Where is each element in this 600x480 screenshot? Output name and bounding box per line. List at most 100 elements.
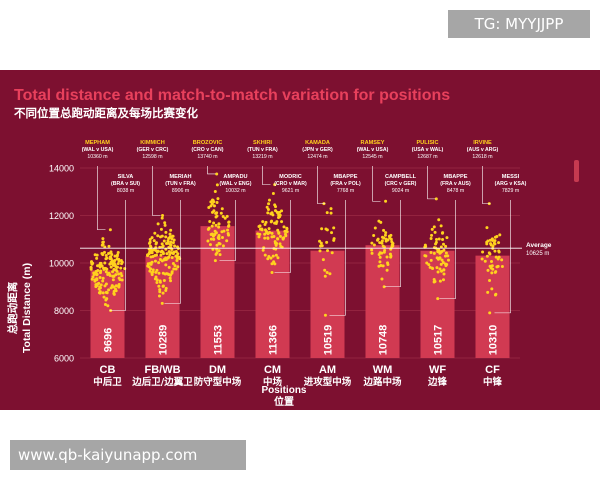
- match-dot: [377, 264, 381, 268]
- match-dot: [218, 242, 222, 246]
- x-tick-label: DM: [209, 364, 226, 376]
- annotation-leader: [109, 200, 126, 311]
- annotation-match: (GER v CRC): [137, 147, 169, 153]
- annotation-player: SKHIRI: [253, 140, 272, 146]
- match-dot: [221, 244, 225, 248]
- annotation-match: (TUN v FRA): [247, 147, 278, 153]
- match-dot: [280, 209, 284, 213]
- annotation-player: MBAPPE: [334, 174, 358, 180]
- match-dot: [273, 183, 277, 187]
- match-dot: [101, 279, 105, 283]
- match-dot: [160, 301, 164, 305]
- match-dot: [101, 276, 105, 280]
- match-dot: [169, 279, 173, 283]
- match-dot: [372, 234, 376, 238]
- annotation-distance: 9024 m: [392, 188, 409, 194]
- match-dot: [107, 271, 111, 275]
- average-value: 10625 m: [526, 251, 549, 257]
- match-dot: [387, 234, 391, 238]
- match-dot: [217, 249, 221, 253]
- match-dot: [278, 242, 282, 246]
- match-dot: [115, 254, 119, 258]
- bar-value-label: 10289: [158, 325, 170, 356]
- match-dot: [209, 237, 213, 241]
- match-dot: [432, 251, 436, 255]
- match-dot: [370, 251, 374, 255]
- x-axis-label-cn: 位置: [274, 395, 294, 408]
- match-dot: [269, 220, 273, 224]
- x-tick-label: WF: [429, 364, 446, 376]
- watermark-bottom: www.qb-kaiyunapp.com: [10, 440, 246, 470]
- x-tick-label-cn: 防守型中场: [194, 376, 242, 388]
- annotation-match: (FRA v POL): [330, 181, 361, 187]
- annotation-distance: 10032 m: [225, 188, 245, 194]
- match-dot: [321, 258, 325, 262]
- y-axis-label: Total Distance (m): [21, 263, 33, 353]
- match-dot: [438, 267, 442, 271]
- match-dot: [432, 246, 436, 250]
- match-dot: [111, 270, 115, 274]
- match-dot: [175, 254, 179, 258]
- match-dot: [325, 211, 329, 215]
- match-dot: [481, 250, 485, 254]
- chart-title: Total distance and match-to-match variat…: [14, 87, 450, 104]
- match-dot: [119, 266, 123, 270]
- match-dot: [159, 227, 163, 231]
- match-dot: [92, 271, 96, 275]
- chart: Total distance and match-to-match variat…: [0, 70, 600, 410]
- match-dot: [148, 269, 152, 273]
- annotation-match: (BRA v SUI): [111, 181, 140, 187]
- y-tick-label: 6000: [54, 354, 74, 364]
- annotation-distance: 12545 m: [362, 154, 382, 160]
- match-dot: [497, 249, 501, 253]
- match-dot: [98, 275, 102, 279]
- bar-value-label: 10517: [433, 325, 445, 356]
- match-dot: [438, 279, 442, 283]
- match-dot: [157, 271, 161, 275]
- match-dot: [212, 204, 216, 208]
- bar-value-label: 11553: [213, 325, 225, 355]
- match-dot: [163, 223, 167, 227]
- annotation-match: (JPN v GER): [302, 147, 333, 153]
- match-dot: [281, 237, 285, 241]
- match-dot: [175, 259, 179, 263]
- match-dot: [158, 257, 162, 261]
- match-dot: [488, 278, 492, 282]
- match-dot: [285, 227, 289, 231]
- match-dot: [489, 243, 493, 247]
- annotation-distance: 13740 m: [197, 154, 217, 160]
- match-dot: [491, 239, 495, 243]
- annotation-player: MERIAH: [169, 174, 191, 180]
- match-dot: [263, 253, 267, 257]
- match-dot: [323, 274, 327, 278]
- match-dot: [91, 275, 95, 279]
- annotation-player: RAMSEY: [361, 140, 385, 146]
- average-label: Average: [526, 242, 552, 249]
- match-dot: [101, 240, 105, 244]
- match-dot: [377, 219, 381, 223]
- match-dot: [151, 270, 155, 274]
- match-dot: [156, 234, 160, 238]
- match-dot: [263, 232, 267, 236]
- match-dot: [105, 291, 109, 295]
- x-tick-label: AM: [319, 364, 336, 376]
- match-dot: [158, 288, 162, 292]
- match-dot: [117, 285, 121, 289]
- match-dot: [117, 272, 121, 276]
- x-axis-label: Positions: [261, 385, 306, 396]
- match-dot: [212, 200, 216, 204]
- match-dot: [439, 262, 443, 266]
- annotation-leader: [219, 200, 236, 261]
- match-dot: [276, 211, 280, 215]
- match-dot: [108, 228, 112, 232]
- match-dot: [206, 239, 210, 243]
- match-dot: [265, 231, 269, 235]
- match-dot: [329, 207, 333, 211]
- match-dot: [441, 278, 445, 282]
- match-dot: [100, 252, 104, 256]
- annotation-distance: 7768 m: [337, 188, 354, 194]
- x-tick-label-cn: 边路中场: [362, 376, 402, 388]
- match-dot: [325, 240, 329, 244]
- match-dot: [493, 239, 497, 243]
- match-dot: [383, 233, 387, 237]
